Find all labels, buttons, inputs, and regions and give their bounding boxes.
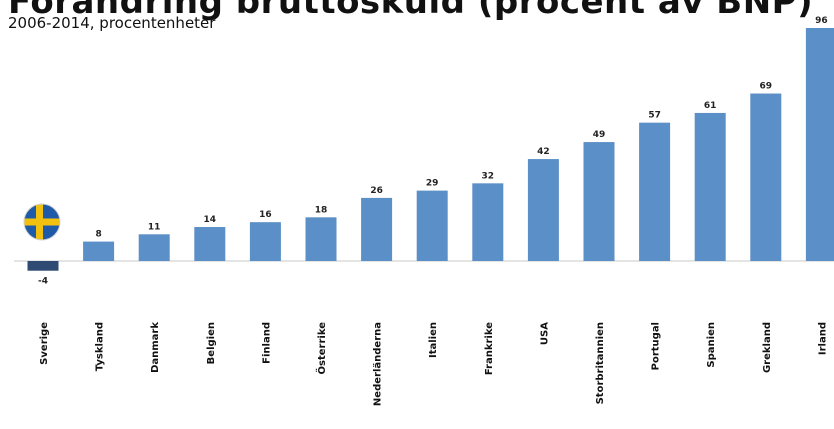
- bar-grekland: [750, 93, 782, 261]
- bar-irland: [805, 28, 834, 261]
- value-label: 29: [426, 179, 439, 189]
- category-label: Belgien: [206, 322, 217, 364]
- bar-nederländerna: [361, 197, 393, 261]
- value-label: 32: [482, 171, 495, 181]
- bars-group: [27, 28, 834, 271]
- bar-finland: [249, 222, 281, 261]
- value-label: 11: [148, 222, 161, 232]
- bar-österrike: [305, 217, 337, 261]
- category-label: Grekland: [762, 322, 773, 373]
- category-label: Sverige: [39, 322, 50, 365]
- category-label: Portugal: [651, 322, 662, 370]
- value-labels-group: -4 8 11 14 16 18 26 29 32 42 49 57 61 69 96: [38, 16, 828, 287]
- bar-italien: [416, 190, 448, 261]
- value-label: 26: [370, 186, 383, 196]
- bar-usa: [527, 159, 559, 261]
- value-label: 18: [315, 205, 328, 215]
- bar-portugal: [639, 122, 671, 261]
- value-label: -4: [38, 277, 48, 287]
- bar-sverige: [27, 261, 59, 271]
- bar-spanien: [694, 112, 726, 262]
- category-labels-group: Sverige Tyskland Danmark Belgien Finland Öste…: [39, 322, 828, 406]
- value-label: 69: [760, 82, 773, 92]
- category-label: Italien: [428, 322, 439, 358]
- swedish-flag-icon: [23, 203, 61, 241]
- category-label: Irland: [817, 322, 828, 355]
- category-label: Österrike: [314, 322, 328, 375]
- bar-danmark: [138, 234, 170, 261]
- category-label: Tyskland: [95, 322, 106, 371]
- category-label: Danmark: [150, 322, 161, 373]
- value-label: 8: [95, 230, 101, 240]
- value-label: 14: [204, 215, 217, 225]
- chart-title: Förändring bruttoskuld (procent av BNP): [8, 0, 814, 22]
- value-label: 57: [648, 111, 661, 121]
- value-label: 61: [704, 101, 717, 111]
- bar-storbritannien: [583, 142, 615, 261]
- value-label: 96: [815, 16, 828, 26]
- bar-frankrike: [472, 183, 504, 261]
- category-label: USA: [539, 322, 550, 345]
- category-label: Finland: [261, 322, 272, 364]
- category-label: Spanien: [706, 322, 717, 368]
- category-label: Storbritannien: [595, 322, 606, 404]
- category-label: Nederländerna: [373, 322, 384, 406]
- value-label: 49: [593, 130, 606, 140]
- value-label: 42: [537, 147, 550, 157]
- category-label: Frankrike: [484, 322, 495, 375]
- chart-subtitle: 2006-2014, procentenheter: [8, 14, 216, 32]
- bar-belgien: [194, 227, 226, 261]
- chart-title-wrap: Förändring bruttoskuld (procent av BNP): [8, 0, 834, 24]
- bar-tyskland: [83, 241, 115, 261]
- value-label: 16: [259, 210, 272, 220]
